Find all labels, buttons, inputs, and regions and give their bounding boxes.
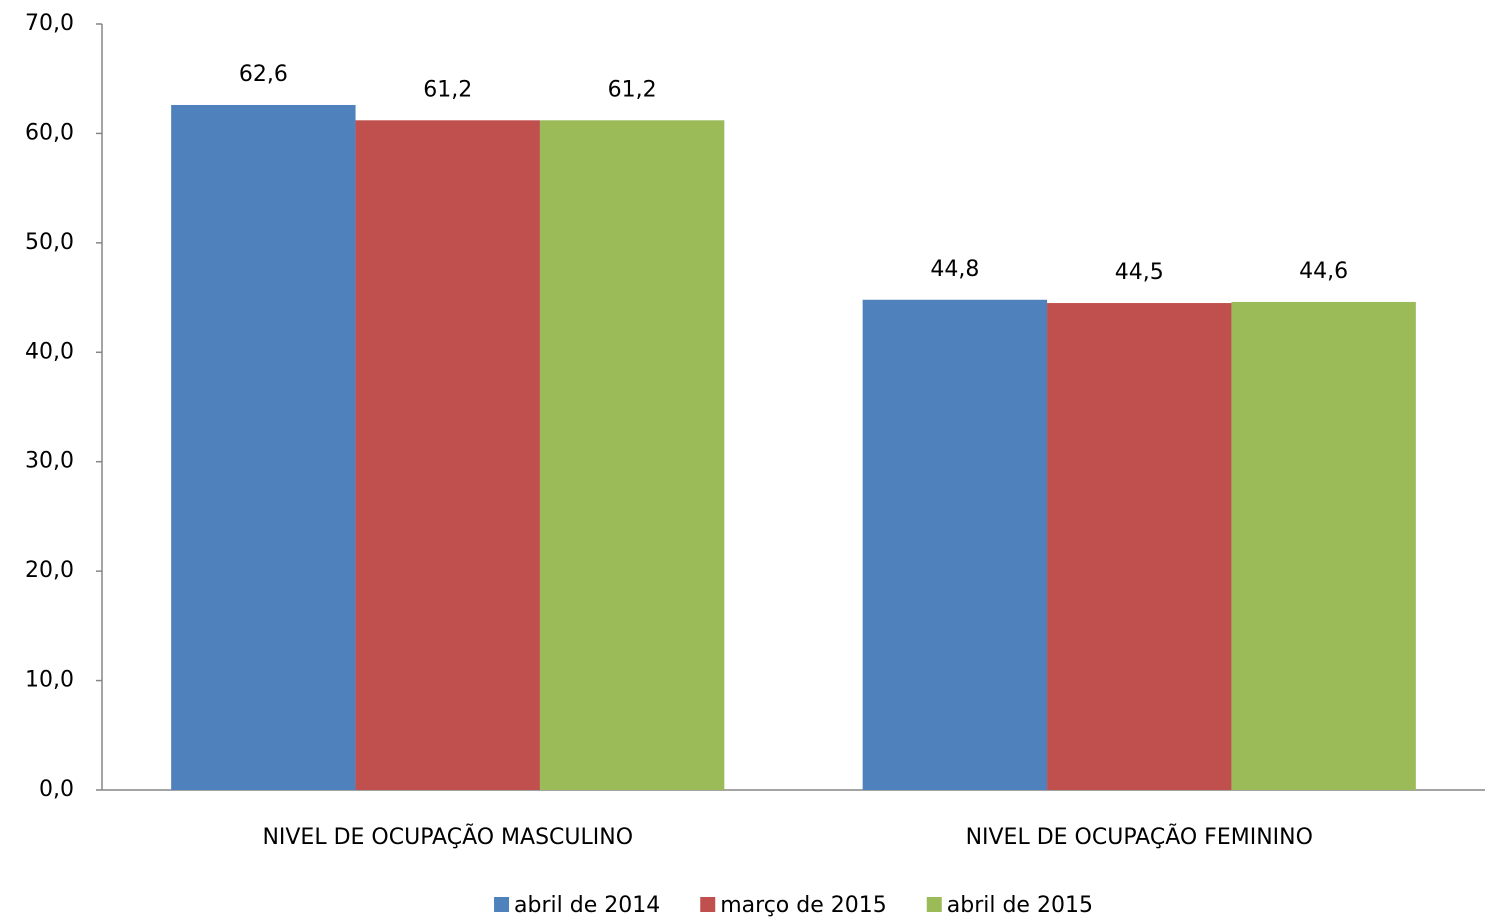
bar — [355, 120, 540, 791]
bar — [862, 299, 1048, 790]
legend-item: abril de 2014 — [494, 893, 660, 918]
value-label: 44,8 — [930, 257, 979, 282]
y-tick-label: 60,0 — [25, 120, 74, 145]
y-tick-label: 70,0 — [25, 11, 74, 36]
x-tick-label: NIVEL DE OCUPAÇÃO FEMININO — [966, 823, 1313, 850]
y-tick-label: 50,0 — [25, 230, 74, 255]
bar — [171, 104, 356, 790]
y-tick-label: 10,0 — [25, 668, 74, 693]
value-label: 62,6 — [239, 62, 288, 87]
legend-swatch — [494, 897, 510, 912]
y-tick-label: 0,0 — [39, 777, 74, 802]
bar — [1231, 301, 1416, 790]
legend-item: abril de 2015 — [926, 893, 1093, 918]
value-label: 44,5 — [1115, 260, 1164, 285]
legend-label: abril de 2014 — [514, 893, 660, 918]
bar — [539, 120, 725, 791]
legend-swatch — [926, 897, 942, 912]
y-tick-label: 40,0 — [25, 339, 74, 364]
x-tick-label: NIVEL DE OCUPAÇÃO MASCULINO — [262, 823, 633, 850]
y-tick-label: 30,0 — [25, 449, 74, 474]
value-label: 61,2 — [608, 77, 657, 102]
legend-label: abril de 2015 — [947, 893, 1093, 918]
legend-label: março de 2015 — [720, 893, 887, 918]
value-label: 61,2 — [423, 77, 472, 102]
legend-swatch — [700, 897, 716, 912]
legend-item: março de 2015 — [700, 893, 887, 918]
bar — [1047, 303, 1232, 790]
y-tick-label: 20,0 — [25, 558, 74, 583]
value-label: 44,6 — [1299, 259, 1348, 284]
